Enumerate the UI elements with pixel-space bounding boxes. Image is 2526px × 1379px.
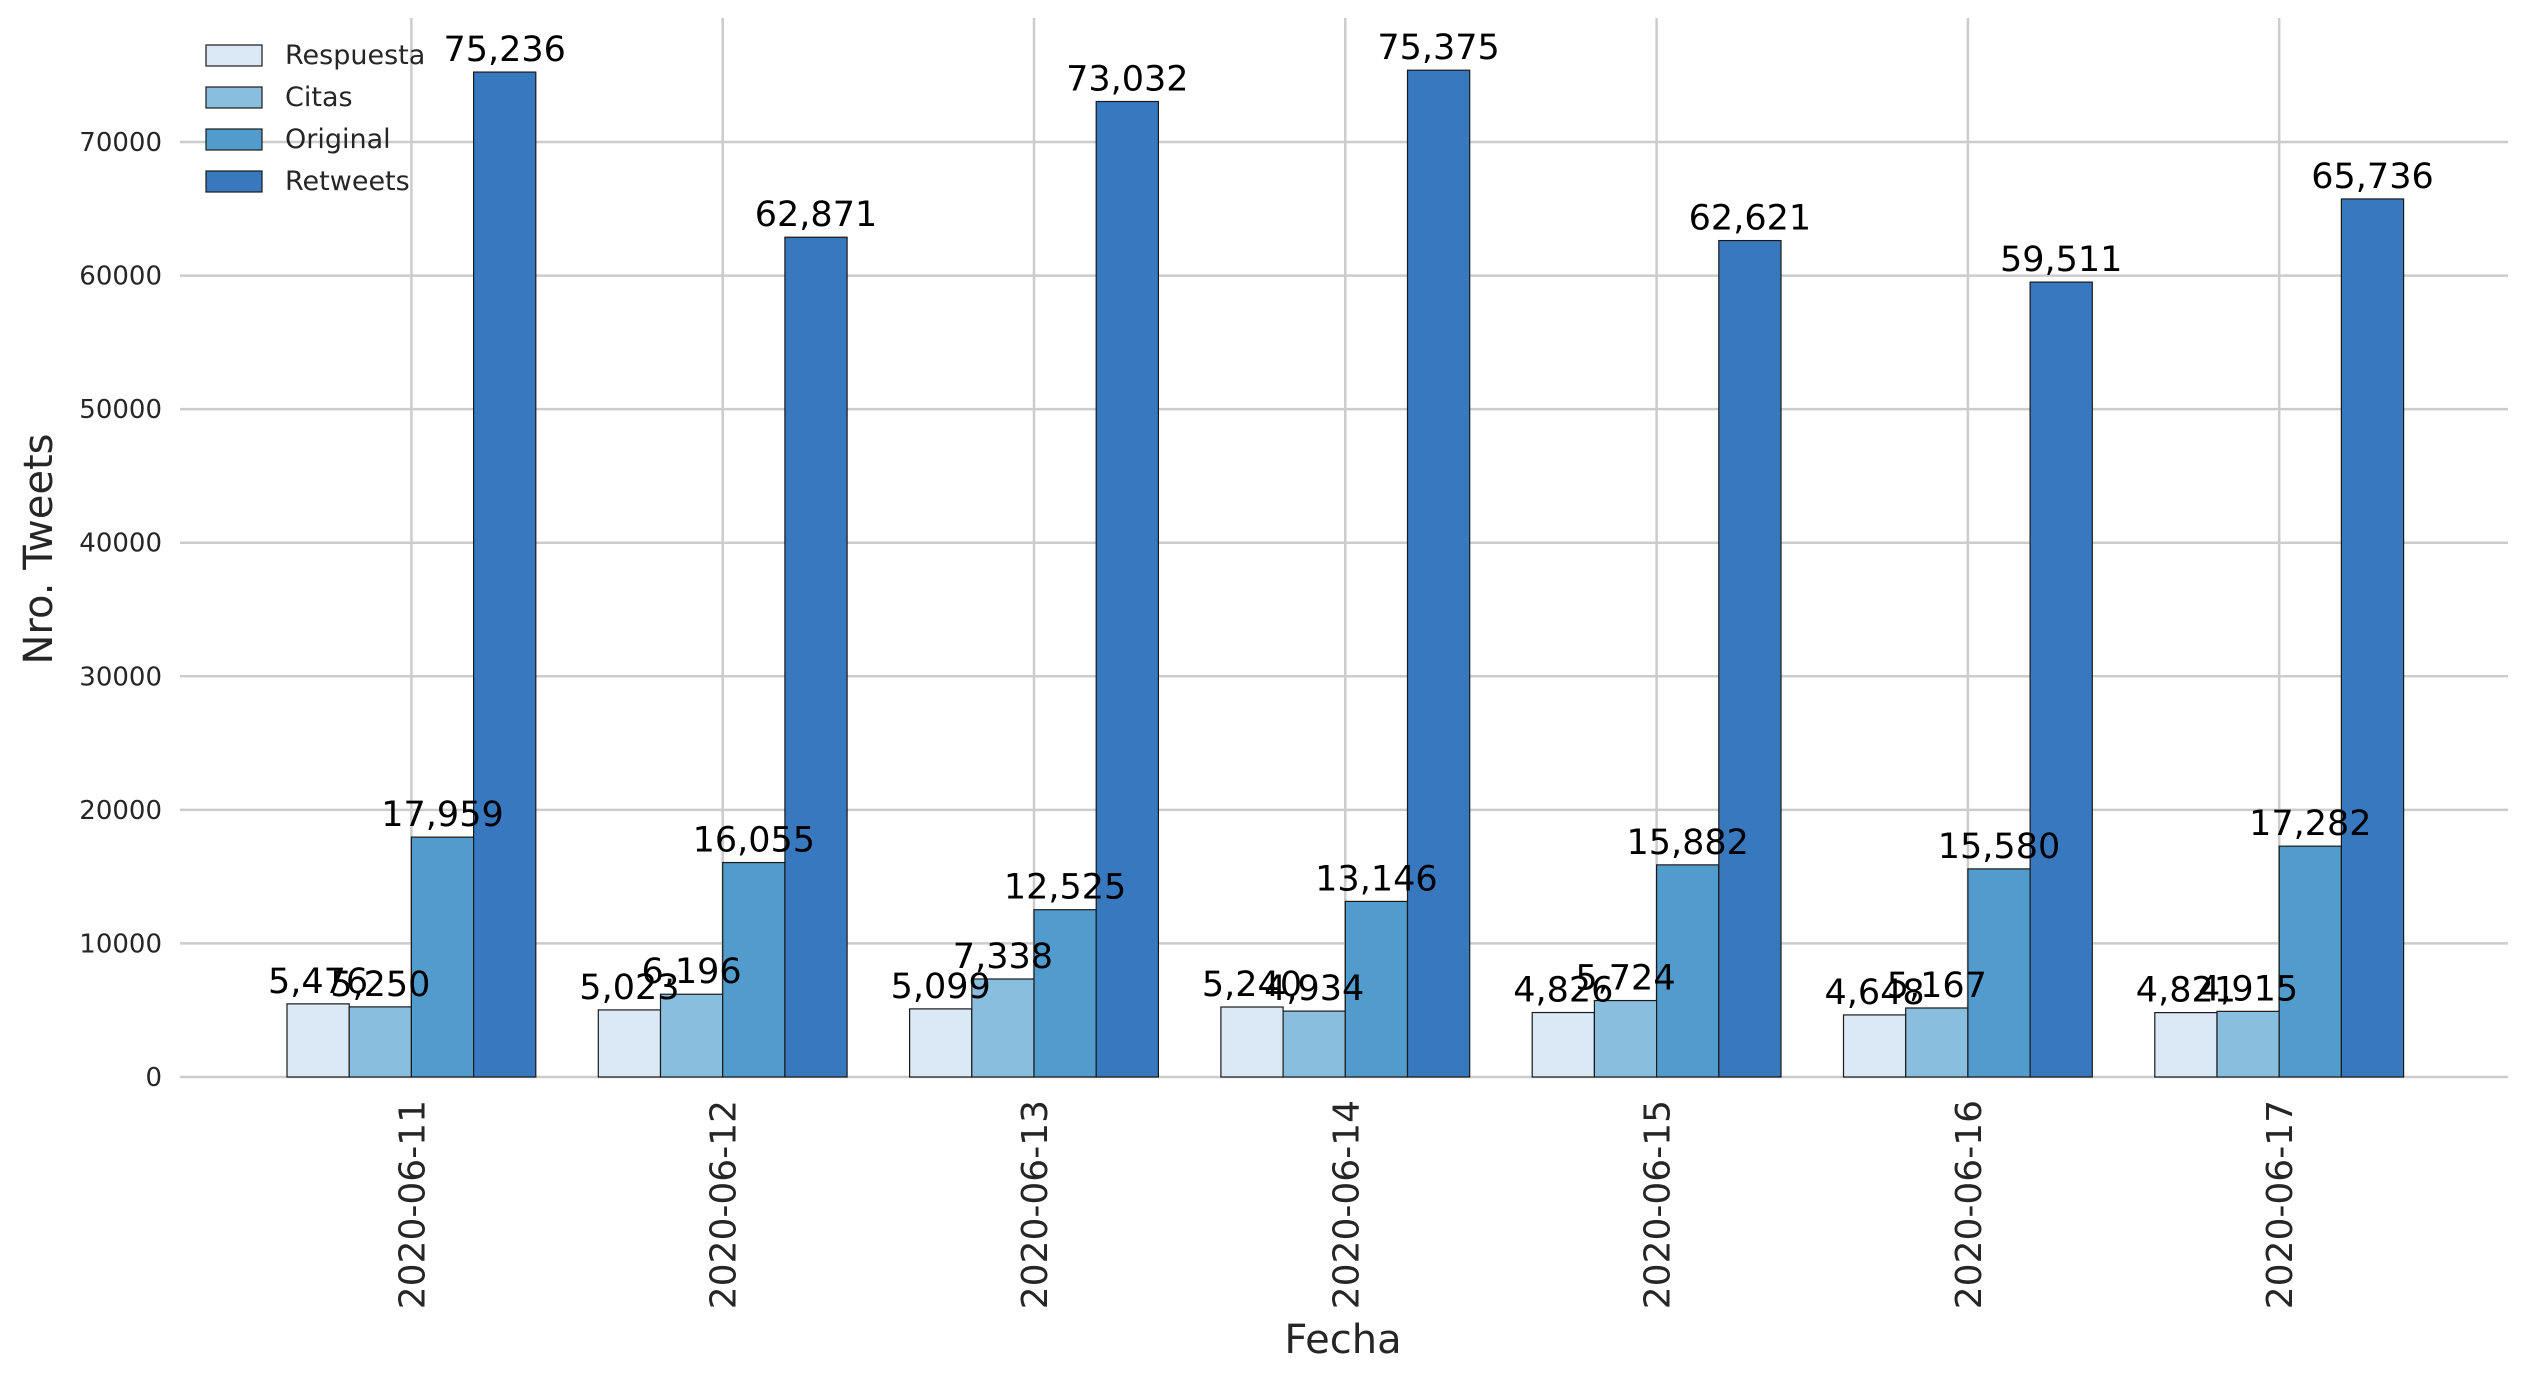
legend-swatch	[205, 170, 263, 193]
x-tick-label: 2020-06-17	[2260, 1100, 2301, 1309]
bar-citas	[659, 993, 724, 1078]
bar-retweets	[2340, 198, 2405, 1078]
data-label: 62,871	[755, 195, 877, 235]
data-label: 6,196	[641, 952, 741, 992]
data-label: 5,476	[268, 962, 368, 1002]
legend-swatch	[205, 44, 263, 67]
data-label: 16,055	[693, 821, 815, 861]
x-tick-label: 2020-06-16	[1949, 1100, 1990, 1309]
bar-citas	[348, 1006, 413, 1078]
bar-respuesta	[908, 1008, 973, 1078]
data-label: 73,032	[1066, 60, 1188, 100]
bar-citas	[971, 978, 1035, 1078]
y-tick-label: 20000	[79, 796, 162, 826]
x-tick-label: 2020-06-15	[1638, 1100, 1679, 1309]
bar-retweets	[1406, 69, 1471, 1078]
y-tick-label: 0	[145, 1063, 162, 1093]
data-label: 5,167	[1887, 966, 1987, 1006]
bar-original	[2278, 845, 2342, 1078]
data-label: 4,934	[1264, 969, 1364, 1009]
legend-label: Respuesta	[285, 40, 425, 71]
bar-respuesta	[597, 1009, 662, 1078]
data-label: 13,146	[1315, 859, 1437, 899]
data-label: 17,959	[381, 795, 503, 835]
data-label: 5,724	[1575, 959, 1675, 999]
data-label: 4,826	[1513, 971, 1613, 1011]
bar-retweets	[2029, 281, 2093, 1078]
bar-retweets	[1095, 100, 1159, 1078]
bars	[286, 69, 2405, 1078]
data-label: 12,525	[1004, 868, 1126, 908]
y-axis-label: Nro. Tweets	[16, 434, 62, 665]
legend: Respuesta Citas Original Retweets	[205, 40, 425, 197]
x-tick-label: 2020-06-12	[704, 1100, 745, 1309]
legend-swatch	[205, 128, 263, 151]
bar-original	[1344, 900, 1409, 1078]
data-label: 4,821	[2136, 971, 2236, 1011]
bar-original	[410, 836, 475, 1078]
data-label: 15,882	[1626, 823, 1748, 863]
y-tick-label: 10000	[79, 929, 162, 959]
y-tick-label: 40000	[79, 529, 162, 559]
bar-respuesta	[2154, 1012, 2218, 1078]
data-label: 4,915	[2198, 969, 2298, 1009]
legend-label: Retweets	[285, 166, 410, 197]
data-label: 5,099	[891, 967, 991, 1007]
data-label: 5,240	[1202, 965, 1302, 1005]
data-label: 5,250	[330, 965, 430, 1005]
y-axis-ticks: 0 10000 20000 30000 40000 50000 60000 70000	[79, 128, 162, 1093]
data-label: 65,736	[2311, 157, 2433, 197]
bar-respuesta	[1220, 1006, 1284, 1078]
data-labels: 5,476 5,023 5,099 5,240 4,826 4,648 4,821 5,250…	[268, 28, 2434, 1013]
bar-retweets	[473, 71, 537, 1078]
y-tick-label: 50000	[79, 395, 162, 425]
data-label: 59,511	[2000, 240, 2122, 280]
bar-respuesta	[1531, 1011, 1595, 1078]
x-axis-label: Fecha	[1284, 1317, 1401, 1363]
bar-original	[1655, 864, 1720, 1078]
legend-swatch	[205, 86, 263, 109]
bar-citas	[2216, 1010, 2280, 1078]
data-label: 15,580	[1938, 827, 2060, 867]
bar-citas	[1905, 1007, 1969, 1078]
y-tick-label: 60000	[79, 262, 162, 292]
data-label: 75,236	[443, 30, 565, 70]
data-label: 17,282	[2249, 804, 2371, 844]
bar-original	[1033, 909, 1097, 1078]
bar-original	[1967, 868, 2031, 1078]
y-tick-label: 70000	[79, 128, 162, 158]
bar-citas	[1593, 999, 1658, 1078]
data-label: 7,338	[953, 937, 1053, 977]
data-label: 5,023	[579, 968, 679, 1008]
bar-respuesta	[286, 1003, 350, 1078]
bar-respuesta	[1842, 1014, 1907, 1078]
y-tick-label: 30000	[79, 662, 162, 692]
bar-retweets	[784, 236, 848, 1078]
bar-citas	[1282, 1010, 1346, 1078]
bar-retweets	[1718, 239, 1782, 1078]
x-tick-label: 2020-06-14	[1326, 1100, 1367, 1309]
data-label: 4,648	[1824, 973, 1924, 1013]
x-tick-label: 2020-06-13	[1015, 1100, 1056, 1309]
data-label: 62,621	[1689, 199, 1811, 239]
x-axis-ticks: 2020-06-11 2020-06-12 2020-06-13 2020-06-14…	[392, 1100, 2301, 1309]
x-tick-label: 2020-06-11	[392, 1100, 433, 1309]
data-label: 75,375	[1377, 28, 1499, 68]
legend-label: Citas	[285, 82, 353, 113]
legend-label: Original	[285, 124, 391, 155]
